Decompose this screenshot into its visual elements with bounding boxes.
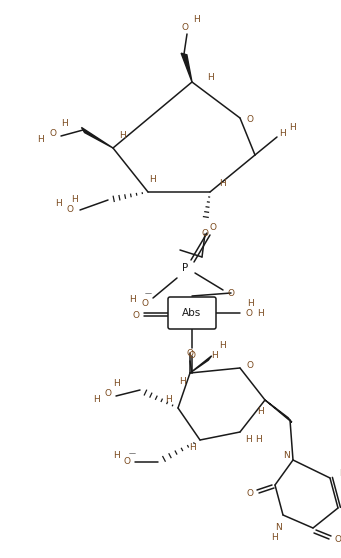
Text: H: H <box>130 296 136 305</box>
Text: O: O <box>66 205 74 214</box>
Text: H: H <box>272 533 278 542</box>
Text: —: — <box>145 290 151 296</box>
Text: H: H <box>280 128 286 137</box>
Text: O: O <box>227 288 235 297</box>
Text: H: H <box>120 132 127 141</box>
Polygon shape <box>81 127 113 148</box>
Text: O: O <box>142 299 148 307</box>
Text: H: H <box>219 180 225 189</box>
Text: O: O <box>187 349 193 358</box>
Text: H: H <box>339 469 341 479</box>
Text: H: H <box>72 195 78 204</box>
Text: H: H <box>38 136 44 145</box>
Text: H: H <box>113 379 119 388</box>
Text: H: H <box>55 200 61 209</box>
Polygon shape <box>265 400 292 422</box>
Text: P: P <box>182 263 188 273</box>
Text: H: H <box>93 395 99 403</box>
Text: H: H <box>212 350 218 359</box>
Text: H: H <box>219 340 225 349</box>
Text: O: O <box>247 116 253 124</box>
Text: H: H <box>244 435 251 445</box>
Polygon shape <box>190 356 212 373</box>
Text: O: O <box>181 22 189 31</box>
Text: O: O <box>202 229 208 238</box>
Text: O: O <box>335 536 341 545</box>
Text: H: H <box>255 435 261 445</box>
Text: O: O <box>104 388 112 397</box>
Text: H: H <box>62 119 69 128</box>
Polygon shape <box>181 53 192 82</box>
Text: O: O <box>133 310 139 320</box>
Text: H: H <box>247 299 253 307</box>
Text: O: O <box>123 458 131 466</box>
Text: N: N <box>275 522 281 532</box>
Text: O: O <box>189 352 195 360</box>
Text: Abs: Abs <box>182 308 202 318</box>
FancyBboxPatch shape <box>168 297 216 329</box>
Text: H: H <box>194 16 201 25</box>
Text: H: H <box>113 450 119 459</box>
Text: O: O <box>49 129 57 138</box>
Text: —: — <box>129 450 135 456</box>
Text: N: N <box>283 450 290 459</box>
Text: O: O <box>209 224 217 233</box>
Text: O: O <box>247 360 253 369</box>
Text: H: H <box>257 309 263 318</box>
Text: H: H <box>207 73 213 81</box>
Text: H: H <box>257 407 263 416</box>
Text: H: H <box>189 444 195 453</box>
Text: H: H <box>150 176 157 185</box>
Text: H: H <box>165 396 172 405</box>
Text: H: H <box>290 123 296 132</box>
Text: O: O <box>246 309 252 318</box>
Text: H: H <box>179 377 186 386</box>
Text: O: O <box>247 488 253 498</box>
